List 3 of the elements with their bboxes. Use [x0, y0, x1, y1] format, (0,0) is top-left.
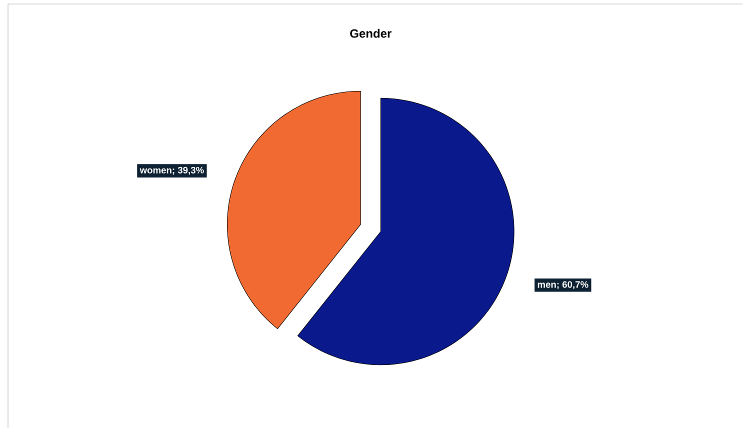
- chart-title: Gender: [350, 28, 392, 38]
- slice-label: women; 39,3%: [140, 166, 204, 175]
- slice-label: men; 60,7%: [538, 281, 588, 290]
